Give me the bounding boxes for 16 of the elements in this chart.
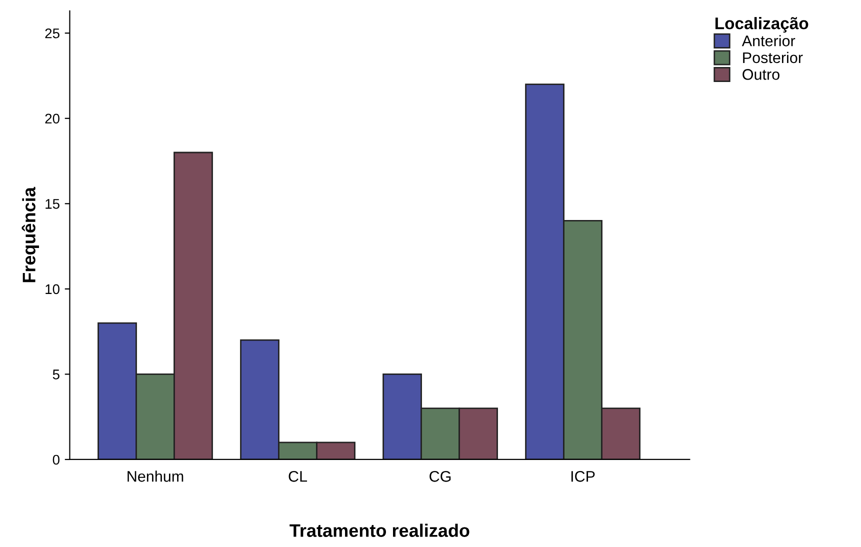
y-tick-label: 20 [45,114,60,124]
y-tick-label: 15 [46,199,60,209]
x-tick-label: CG [430,470,451,482]
y-tick-label: 10 [46,284,60,294]
legend-label: Anterior [742,35,796,46]
y-tick-label: 5 [52,370,60,380]
legend-label: Posterior [743,52,803,64]
y-tick-label: 25 [45,28,60,38]
x-tick-label: ICP [571,470,595,482]
y-axis-title: Frequência [22,186,40,282]
x-axis-title: Tratamento realizado [290,524,470,537]
legend-label: Outro [742,69,780,80]
y-tick-label: 0 [52,454,60,465]
x-tick-label: Nenhum [128,470,184,482]
x-tick-label: CL [288,470,308,482]
legend-title: Localização [715,17,808,33]
